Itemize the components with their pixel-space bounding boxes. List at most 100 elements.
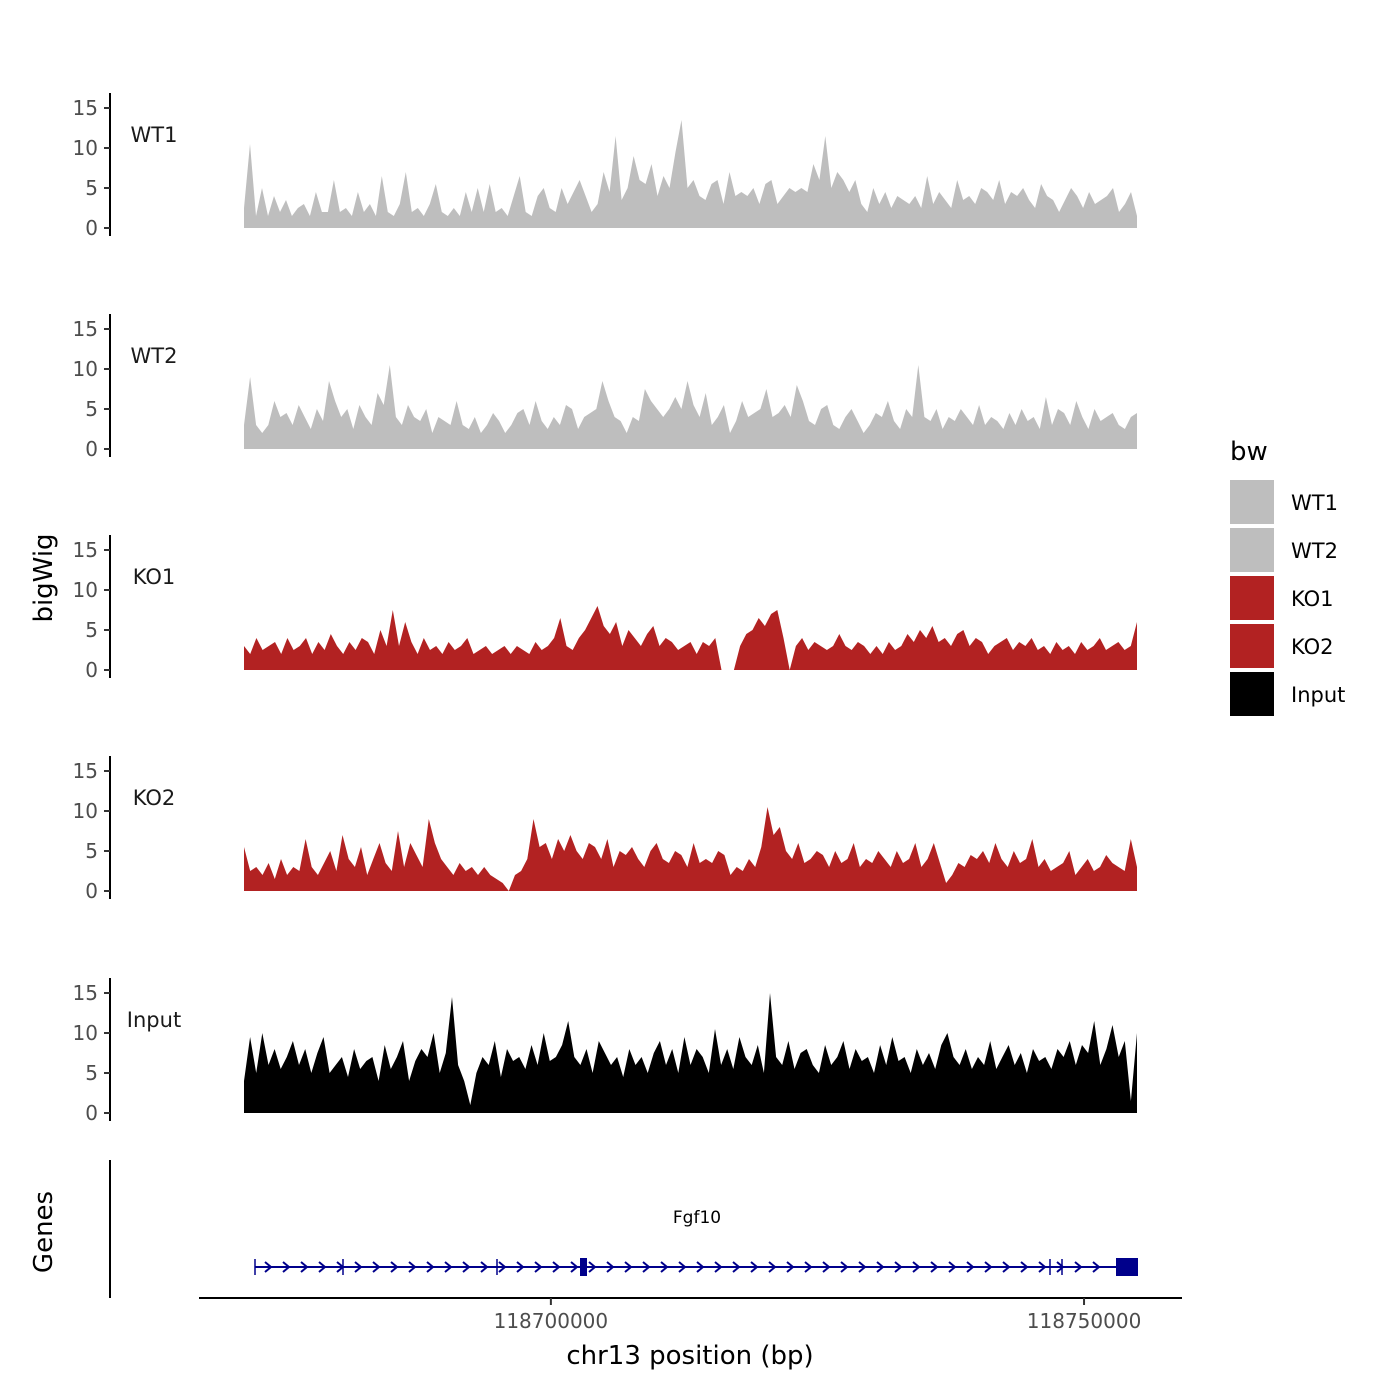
strand-arrow <box>768 1261 777 1273</box>
gene-name-label: Fgf10 <box>673 1208 721 1228</box>
legend-title: bw <box>1230 437 1268 467</box>
strand-arrow <box>714 1261 723 1273</box>
y-tick-label: 0 <box>85 437 98 461</box>
strand-arrow <box>1092 1261 1101 1273</box>
y-tick-label: 5 <box>85 839 98 863</box>
strand-arrow <box>570 1261 579 1273</box>
strand-arrow <box>822 1261 831 1273</box>
legend-label-wt1: WT1 <box>1291 491 1338 515</box>
strand-arrow <box>696 1261 705 1273</box>
strand-arrow <box>750 1261 759 1273</box>
strand-arrow <box>426 1261 435 1273</box>
legend-swatch-ko1 <box>1230 576 1274 620</box>
x-tick-label: 118750000 <box>1027 1309 1142 1333</box>
y-axis-title: bigWig <box>29 533 59 622</box>
strand-arrow <box>642 1261 651 1273</box>
strand-arrow <box>732 1261 741 1273</box>
y-tick-label: 10 <box>73 357 98 381</box>
gene-track: Fgf10 <box>109 1160 1138 1298</box>
strand-arrow <box>966 1261 975 1273</box>
panel-label: KO2 <box>133 786 176 810</box>
coverage-area-ko1 <box>244 606 1137 670</box>
strand-arrow <box>948 1261 957 1273</box>
legend-label-ko2: KO2 <box>1291 635 1334 659</box>
coverage-panels: 0 5 10 15 WT1 0 5 10 15 WT2 0 5 10 15 KO1 0 5 10 15 KO2 0 5 10… <box>73 93 1137 1125</box>
strand-arrow <box>1002 1261 1011 1273</box>
strand-arrow <box>462 1261 471 1273</box>
strand-arrow <box>606 1261 615 1273</box>
y-tick-label: 5 <box>85 176 98 200</box>
strand-arrow <box>444 1261 453 1273</box>
y-tick-label: 0 <box>85 216 98 240</box>
y-tick-label: 15 <box>73 981 98 1005</box>
y-tick-label: 0 <box>85 879 98 903</box>
strand-arrow <box>300 1261 309 1273</box>
panel-label: KO1 <box>133 565 176 589</box>
strand-arrow <box>660 1261 669 1273</box>
strand-arrow <box>804 1261 813 1273</box>
coverage-area-wt2 <box>244 365 1137 449</box>
legend-swatch-wt2 <box>1230 528 1274 572</box>
strand-arrow <box>840 1261 849 1273</box>
y-tick-label: 10 <box>73 578 98 602</box>
strand-arrow <box>282 1261 291 1273</box>
y-tick-label: 15 <box>73 538 98 562</box>
coverage-area-input <box>244 993 1137 1113</box>
strand-arrow <box>894 1261 903 1273</box>
strand-arrow <box>1020 1261 1029 1273</box>
strand-arrow <box>624 1261 633 1273</box>
legend-label-wt2: WT2 <box>1291 539 1338 563</box>
strand-arrow <box>912 1261 921 1273</box>
strand-arrow <box>354 1261 363 1273</box>
y-tick-label: 5 <box>85 397 98 421</box>
panel-ko2: 0 5 10 15 KO2 <box>73 756 1137 903</box>
strand-arrow <box>786 1261 795 1273</box>
panel-label: WT1 <box>131 123 178 147</box>
coverage-area-ko2 <box>244 807 1137 891</box>
strand-arrow <box>408 1261 417 1273</box>
strand-arrow <box>552 1261 561 1273</box>
strand-arrow <box>858 1261 867 1273</box>
panel-wt2: 0 5 10 15 WT2 <box>73 314 1137 461</box>
strand-arrow <box>1038 1261 1047 1273</box>
strand-arrow <box>318 1261 327 1273</box>
legend-swatch-ko2 <box>1230 624 1274 668</box>
y-tick-label: 0 <box>85 1101 98 1125</box>
strand-arrow <box>984 1261 993 1273</box>
panel-ko1: 0 5 10 15 KO1 <box>73 535 1137 682</box>
strand-arrow <box>1056 1261 1065 1273</box>
strand-arrow <box>678 1261 687 1273</box>
y-tick-label: 10 <box>73 136 98 160</box>
strand-arrow <box>876 1261 885 1273</box>
y-tick-label: 15 <box>73 759 98 783</box>
strand-arrow <box>498 1261 507 1273</box>
strand-arrow <box>1074 1261 1083 1273</box>
gene-axis-title: Genes <box>29 1191 59 1273</box>
legend-swatch-input <box>1230 672 1274 716</box>
strand-arrow <box>390 1261 399 1273</box>
strand-arrow <box>930 1261 939 1273</box>
coverage-area-wt1 <box>244 120 1137 228</box>
y-tick-label: 5 <box>85 1061 98 1085</box>
y-tick-label: 15 <box>73 317 98 341</box>
legend-label-ko1: KO1 <box>1291 587 1334 611</box>
legend-label-input: Input <box>1291 683 1345 707</box>
y-tick-label: 5 <box>85 618 98 642</box>
strand-arrow <box>480 1261 489 1273</box>
y-tick-label: 10 <box>73 799 98 823</box>
legend-swatch-wt1 <box>1230 480 1274 524</box>
y-tick-label: 15 <box>73 96 98 120</box>
legend: bw WT1 WT2 KO1 KO2 Input <box>1230 437 1345 716</box>
panel-wt1: 0 5 10 15 WT1 <box>73 93 1137 240</box>
exon-block <box>580 1258 587 1276</box>
strand-arrow <box>372 1261 381 1273</box>
panel-label: WT2 <box>131 344 178 368</box>
x-axis-title: chr13 position (bp) <box>566 1341 813 1371</box>
strand-arrow <box>516 1261 525 1273</box>
strand-arrow <box>588 1261 597 1273</box>
strand-arrow <box>264 1261 273 1273</box>
y-tick-label: 0 <box>85 658 98 682</box>
y-tick-label: 10 <box>73 1021 98 1045</box>
panel-input: 0 5 10 15 Input <box>73 978 1137 1125</box>
